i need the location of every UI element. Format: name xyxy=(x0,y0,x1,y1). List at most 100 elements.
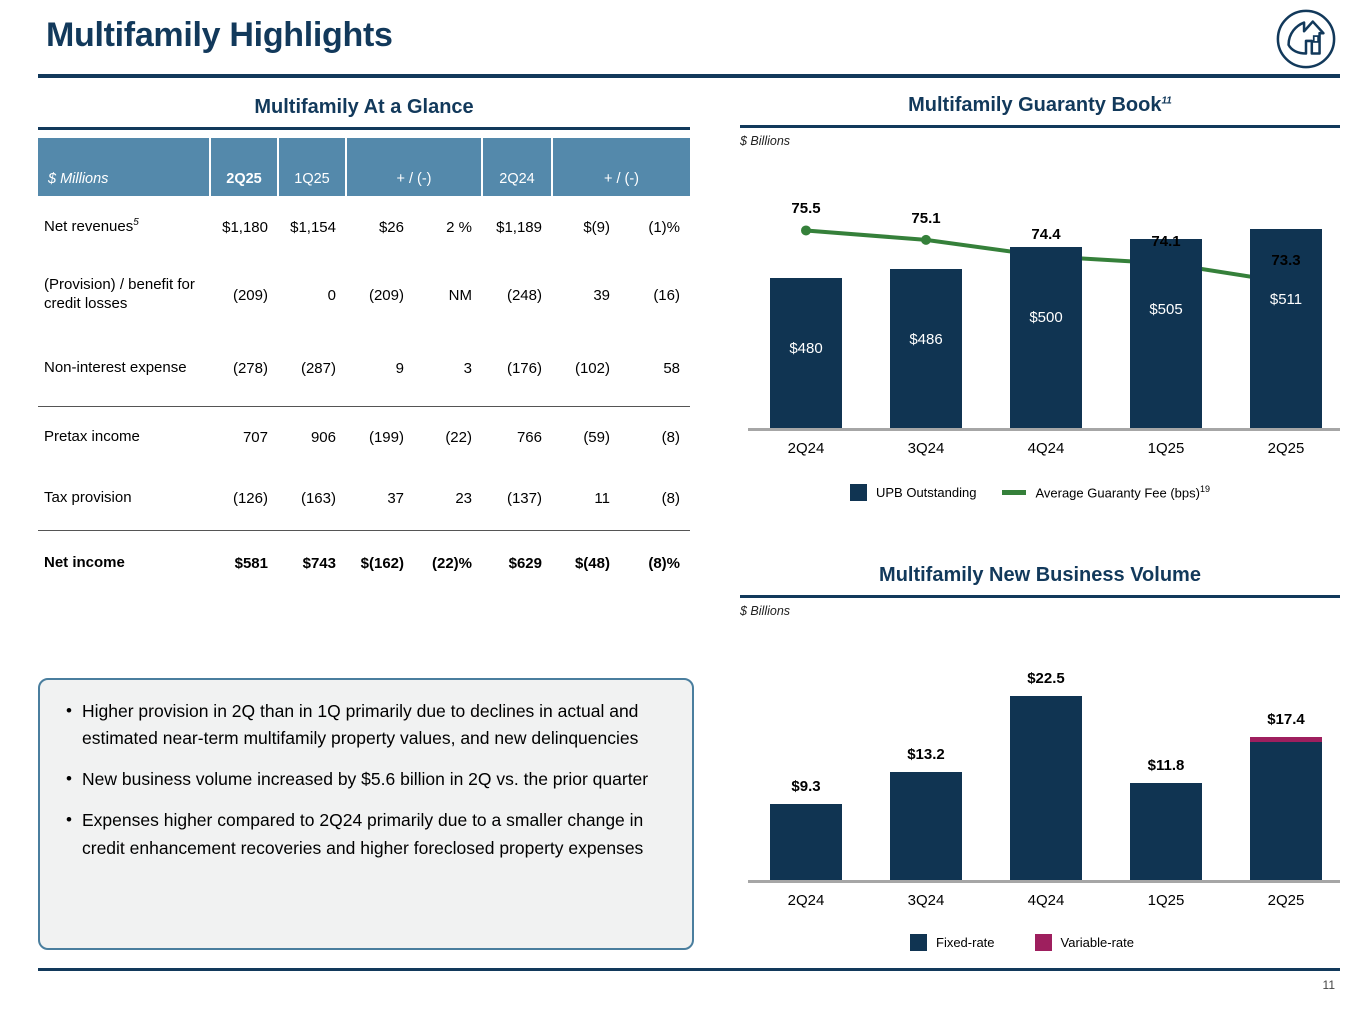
list-item: • Expenses higher compared to 2Q24 prima… xyxy=(56,807,672,861)
bar-total-label-1q25: $11.8 xyxy=(1147,757,1185,775)
x-axis-label-4q24: 4Q24 xyxy=(1027,440,1065,457)
at-a-glance-title: Multifamily At a Glance xyxy=(254,96,474,118)
row-label-net-revenues: Net revenues5 xyxy=(44,217,139,236)
row-label-pretax-income: Pretax income xyxy=(38,405,210,468)
row-label-net-income: Net income xyxy=(38,529,210,596)
bar-value-label-3q24: $486 xyxy=(909,330,943,348)
table-row-total: Net income $581 $743 $(162) (22)% $629 $… xyxy=(38,529,690,596)
col-header-change-yoy: + / (-) xyxy=(552,138,690,196)
x-axis-label-2q24: 2Q24 xyxy=(787,892,825,909)
footnote-marker: 11 xyxy=(1161,95,1172,107)
bar-upb-1q25 xyxy=(1130,238,1202,428)
legend-swatch-variable-rate xyxy=(1034,934,1052,951)
legend-label-fixed-rate: Fixed-rate xyxy=(936,935,995,950)
cell-chg1-amt: $(162) xyxy=(346,529,414,596)
cell-1q25: (163) xyxy=(300,490,336,508)
bar-total-label-4q24: $22.5 xyxy=(1027,669,1065,687)
guaranty-book-units: $ Billions xyxy=(740,134,791,148)
cell-chg1-pct: (22)% xyxy=(414,529,482,596)
bar-upb-2q24 xyxy=(770,278,842,428)
cell-1q25: (287) xyxy=(300,360,336,378)
new-business-x-axis xyxy=(748,880,1340,883)
table-row: Pretax income 707 906 (199) (22) 766 (59… xyxy=(38,405,690,468)
col-header-units: $ Millions xyxy=(38,138,211,196)
cell-chg1-amt: 9 xyxy=(395,360,404,378)
at-a-glance-panel: Multifamily At a Glance $ Millions 2Q25 … xyxy=(38,96,690,596)
row-label-non-interest-expense: Non-interest expense xyxy=(44,359,187,377)
table-row: Tax provision (126) (163) 37 23 (137) 11… xyxy=(38,468,690,530)
bar-total-label-2q24: $9.3 xyxy=(791,777,821,795)
table-row: Net revenues5 $1,180 $1,154 $26 2 % $1,1… xyxy=(38,196,690,258)
cell-chg2-amt: 11 xyxy=(594,490,610,508)
cell-2q25: (209) xyxy=(232,286,268,304)
bar-fixed-rate-4q24 xyxy=(1010,695,1082,880)
legend-label-upb: UPB Outstanding xyxy=(876,485,977,500)
legend-swatch-upb xyxy=(850,484,867,501)
legend-label-variable-rate: Variable-rate xyxy=(1060,935,1134,950)
row-label-tax-provision: Tax provision xyxy=(44,489,132,507)
legend-swatch-fixed-rate xyxy=(910,934,927,951)
table-header-row: $ Millions 2Q25 1Q25 + / (-) 2Q24 + / (-… xyxy=(38,138,690,196)
line-value-label-2q25: 73.3 xyxy=(1271,252,1301,270)
cell-chg2-pct: (8)% xyxy=(620,529,690,596)
cell-chg1-amt: $26 xyxy=(378,218,404,236)
bar-value-label-1q25: $505 xyxy=(1149,300,1183,318)
cell-2q24: (176) xyxy=(506,360,542,378)
cell-2q25: $1,180 xyxy=(222,218,268,236)
cell-chg1-amt: (199) xyxy=(346,405,414,468)
guaranty-book-panel: Multifamily Guaranty Book11 $ Billions $… xyxy=(740,94,1340,501)
cell-chg1-amt: (209) xyxy=(368,286,404,304)
cell-1q25: $743 xyxy=(278,529,346,596)
col-header-change-qoq: + / (-) xyxy=(346,138,483,196)
new-business-volume-chart: $9.3 2Q24 $13.2 3Q24 $22.5 4Q24 $11.8 1Q25 $17.4… xyxy=(740,618,1340,918)
x-axis-label-1q25: 1Q25 xyxy=(1147,440,1185,457)
bar-fixed-rate-2q24 xyxy=(770,803,842,880)
footer-divider xyxy=(38,968,1340,971)
x-axis-label-3q24: 3Q24 xyxy=(907,892,945,909)
cell-chg1-pct: 23 xyxy=(455,490,472,508)
bar-value-label-4q24: $500 xyxy=(1029,308,1063,326)
cell-1q25: 906 xyxy=(278,405,346,468)
col-header-1q25: 1Q25 xyxy=(278,138,347,196)
bar-fixed-rate-2q25 xyxy=(1250,740,1322,880)
col-header-2q24: 2Q24 xyxy=(482,138,553,196)
bullet-icon: • xyxy=(66,769,72,789)
x-axis-label-1q25: 1Q25 xyxy=(1147,892,1185,909)
footnote-marker: 5 xyxy=(133,217,139,229)
at-a-glance-divider xyxy=(38,127,690,130)
bar-upb-4q24 xyxy=(1010,246,1082,428)
guaranty-book-legend: UPB Outstanding Average Guaranty Fee (bp… xyxy=(850,484,1365,501)
guaranty-book-title: Multifamily Guaranty Book11 xyxy=(908,94,1172,116)
bar-total-label-2q25: $17.4 xyxy=(1267,711,1305,729)
x-axis-label-2q25: 2Q25 xyxy=(1267,440,1305,457)
fannie-mae-house-logo-icon xyxy=(1276,9,1336,69)
col-header-2q25: 2Q25 xyxy=(210,138,279,196)
cell-chg1-pct: (22) xyxy=(414,405,482,468)
new-business-volume-title: Multifamily New Business Volume xyxy=(879,564,1201,586)
cell-chg2-pct: (16) xyxy=(653,286,680,304)
x-axis-label-3q24: 3Q24 xyxy=(907,440,945,457)
list-item: • Higher provision in 2Q than in 1Q prim… xyxy=(56,698,672,752)
cell-chg2-pct: 58 xyxy=(663,360,680,378)
bullet-text: Expenses higher compared to 2Q24 primari… xyxy=(82,810,644,858)
table-row: Non-interest expense (278) (287) 9 3 (17… xyxy=(38,332,690,406)
bar-upb-2q25 xyxy=(1250,229,1322,428)
cell-chg2-pct: (8) xyxy=(661,490,680,508)
cell-chg1-pct: 3 xyxy=(463,360,472,378)
bar-variable-rate-2q25 xyxy=(1250,737,1322,743)
bar-value-label-2q25: $511 xyxy=(1269,291,1303,309)
cell-2q24: (137) xyxy=(506,490,542,508)
guaranty-book-chart: $480 2Q24 $486 3Q24 $500 4Q24 $505 1Q25 $511 2Q25… xyxy=(740,148,1340,468)
cell-2q25: (126) xyxy=(232,490,268,508)
cell-2q25: (278) xyxy=(232,360,268,378)
x-axis-label-2q25: 2Q25 xyxy=(1267,892,1305,909)
cell-chg2-pct: (8) xyxy=(620,405,690,468)
footnote-marker: 19 xyxy=(1199,484,1210,495)
new-business-volume-divider xyxy=(740,595,1340,598)
highlights-callout-box: • Higher provision in 2Q than in 1Q prim… xyxy=(38,678,694,950)
page-number: 11 xyxy=(1322,978,1335,992)
bullet-icon: • xyxy=(66,701,72,720)
x-axis-label-2q24: 2Q24 xyxy=(787,440,825,457)
cell-chg2-amt: (102) xyxy=(574,360,610,378)
bar-value-label-2q24: $480 xyxy=(789,340,823,358)
